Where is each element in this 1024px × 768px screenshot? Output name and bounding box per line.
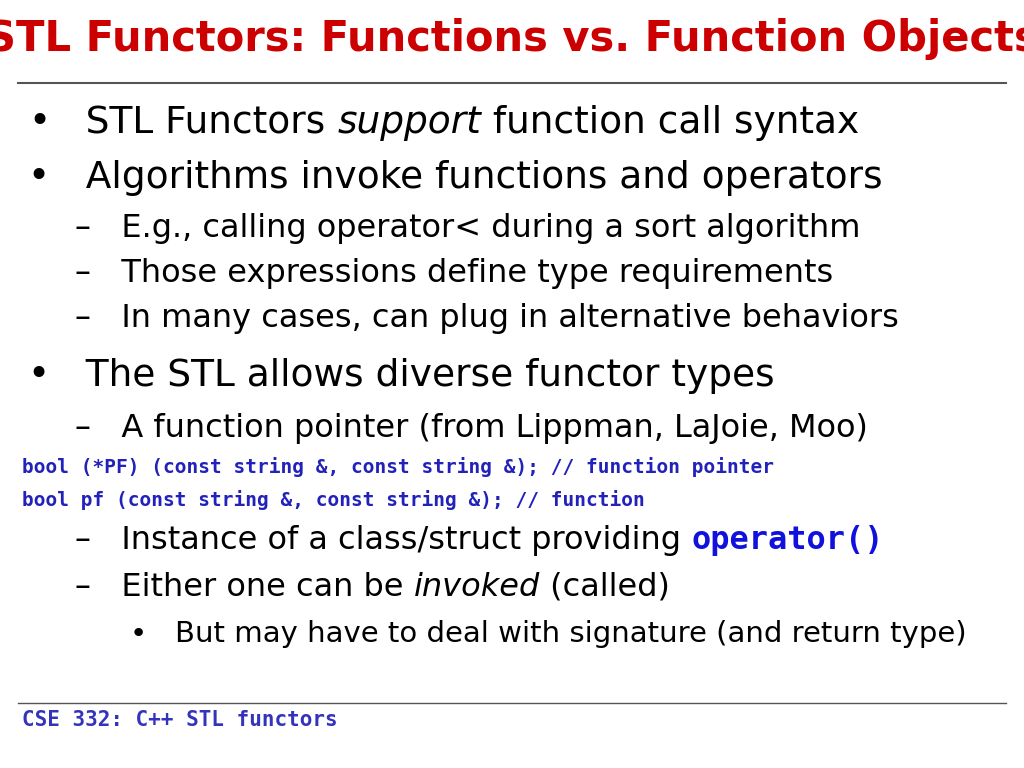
Text: CSE 332: C++ STL functors: CSE 332: C++ STL functors <box>22 710 338 730</box>
Text: (called): (called) <box>540 572 670 603</box>
Text: –   E.g., calling operator< during a sort algorithm: – E.g., calling operator< during a sort … <box>75 213 860 244</box>
Text: –   Instance of a class/struct providing: – Instance of a class/struct providing <box>75 525 691 556</box>
Text: •   Algorithms invoke functions and operators: • Algorithms invoke functions and operat… <box>28 160 883 196</box>
Text: STL Functors: Functions vs. Function Objects: STL Functors: Functions vs. Function Obj… <box>0 18 1024 60</box>
Text: •: • <box>28 105 50 141</box>
Text: support: support <box>337 105 481 141</box>
Text: bool pf (const string &, const string &); // function: bool pf (const string &, const string &)… <box>22 490 645 510</box>
Text: •   The STL allows diverse functor types: • The STL allows diverse functor types <box>28 358 774 394</box>
Text: operator(): operator() <box>691 525 884 556</box>
Text: STL Functors: STL Functors <box>50 105 337 141</box>
Text: bool (*PF) (const string &, const string &); // function pointer: bool (*PF) (const string &, const string… <box>22 457 774 477</box>
Text: invoked: invoked <box>414 572 540 603</box>
Text: –   In many cases, can plug in alternative behaviors: – In many cases, can plug in alternative… <box>75 303 899 334</box>
Text: –   Those expressions define type requirements: – Those expressions define type requirem… <box>75 258 834 289</box>
Text: –   A function pointer (from Lippman, LaJoie, Moo): – A function pointer (from Lippman, LaJo… <box>75 413 868 444</box>
Text: function call syntax: function call syntax <box>481 105 859 141</box>
Text: •   But may have to deal with signature (and return type): • But may have to deal with signature (a… <box>130 620 967 648</box>
Text: –   Either one can be: – Either one can be <box>75 572 414 603</box>
